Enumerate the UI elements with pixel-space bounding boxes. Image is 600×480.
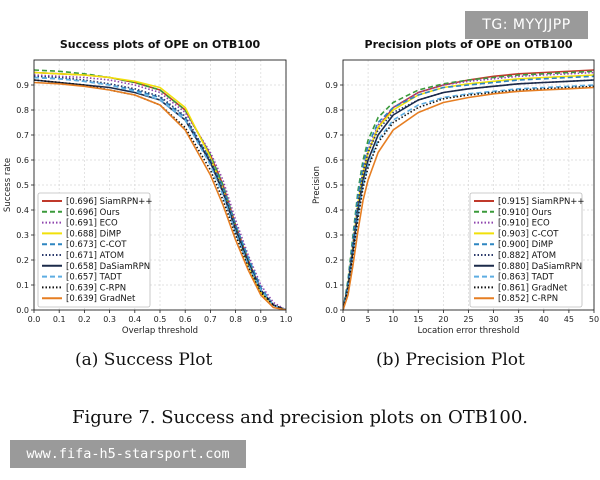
precision-legend-entry-6: [0.880] DaSiamRPN [498,262,582,272]
precision-legend-entry-0: [0.915] SiamRPN++ [498,197,585,207]
precision-series-group [343,69,594,310]
success-series-group [34,69,286,310]
precision-series-line-9 [343,86,594,310]
precision-legend-entry-5: [0.882] ATOM [498,251,556,261]
precision-series-line-7 [343,84,594,310]
precision-xtick-label: 10 [388,315,398,324]
precision-ylabel: Precision [312,166,322,204]
success-legend-entry-4: [0.673] C-COT [66,240,127,250]
success-xtick-label: 0.7 [204,315,217,324]
success-plot: 0.0 0.1 0.2 0.3 0.4 0.5 0.6 0.7 0.8 0.9 1.0 0.0 0.1 0… [3,38,292,336]
success-xtick-label: 0.5 [154,315,167,324]
success-legend-entry-9: [0.639] GradNet [66,294,136,304]
success-legend-entry-1: [0.696] Ours [66,208,120,218]
success-ytick-label: 0.0 [16,306,29,315]
success-series-line-7 [34,76,286,310]
success-xtick-label: 0.0 [28,315,41,324]
precision-ytick-label: 0.7 [325,131,338,140]
success-ytick-label: 0.7 [16,131,29,140]
precision-series-line-8 [343,85,594,310]
precision-series-line-4 [343,75,594,310]
success-series-line-9 [34,81,286,310]
success-xlabel: Overlap threshold [122,326,198,336]
precision-legend-entry-8: [0.861] GradNet [498,283,568,293]
precision-xtick-label: 15 [413,315,423,324]
success-series-line-8 [34,79,286,310]
success-series-line-2 [34,74,286,310]
precision-title: Precision plots of OPE on OTB100 [365,38,573,51]
precision-legend-entry-9: [0.852] C-RPN [498,294,558,304]
caption-success-plot: (a) Success Plot [75,350,213,370]
precision-plot: 0 5 10 15 20 25 30 35 40 45 50 0.0 0.1 0.2 0.3 0.4 0.5 0.… [312,38,599,336]
precision-ytick-label: 0.4 [325,206,338,215]
success-legend-entry-6: [0.658] DaSiamRPN [66,262,150,272]
success-xtick-label: 0.3 [103,315,116,324]
success-legend-entry-5: [0.671] ATOM [66,251,124,261]
precision-legend-entry-2: [0.910] ECO [498,219,550,229]
precision-legend-entry-1: [0.910] Ours [498,208,552,218]
success-legend-entry-2: [0.691] ECO [66,219,118,229]
watermark-tag-bottom: www.fifa-h5-starsport.com [10,440,246,468]
success-legend-entry-3: [0.688] DiMP [66,229,121,239]
precision-xtick-label: 50 [589,315,599,324]
success-ytick-label: 0.9 [16,81,29,90]
precision-ytick-label: 0.0 [325,306,338,315]
precision-xtick-label: 45 [564,315,574,324]
precision-ytick-label: 0.5 [325,181,338,190]
precision-xtick-label: 20 [438,315,448,324]
success-xtick-label: 0.4 [128,315,141,324]
precision-ytick-label: 0.2 [325,256,338,265]
precision-ytick-label: 0.9 [325,81,338,90]
precision-xtick-label: 25 [463,315,473,324]
success-ylabel: Success rate [3,158,13,212]
precision-xtick-label: 0 [340,315,345,324]
precision-legend-box [469,192,583,308]
success-legend-entry-8: [0.639] C-RPN [66,283,126,293]
precision-legend-entry-4: [0.900] DiMP [498,240,553,250]
success-ytick-label: 0.6 [16,156,29,165]
success-ytick-label: 0.3 [16,231,29,240]
success-xtick-label: 0.1 [53,315,66,324]
precision-legend-entry-7: [0.863] TADT [498,273,555,283]
precision-xtick-label: 40 [539,315,549,324]
success-legend: [0.696] SiamRPN++[0.696] Ours[0.691] ECO… [37,192,153,308]
success-title: Success plots of OPE on OTB100 [60,38,261,51]
precision-xlabel: Location error threshold [418,326,520,336]
success-ytick-label: 0.2 [16,256,29,265]
success-xtick-label: 1.0 [280,315,293,324]
precision-ytick-label: 0.3 [325,231,338,240]
success-xtick-label: 0.8 [229,315,242,324]
caption-precision-plot: (b) Precision Plot [376,350,525,370]
success-xtick-label: 0.9 [254,315,267,324]
success-ytick-label: 0.5 [16,181,29,190]
precision-ytick-label: 0.8 [325,106,338,115]
precision-xtick-label: 30 [489,315,499,324]
success-ytick-label: 0.8 [16,106,29,115]
success-legend-box [37,192,151,308]
precision-legend-entry-3: [0.903] C-COT [498,229,559,239]
figure-caption: Figure 7. Success and precision plots on… [71,407,529,428]
success-legend-entry-7: [0.657] TADT [66,273,123,283]
watermark-tag-top: TG: MYYJJPP [465,11,588,39]
precision-xtick-label: 5 [366,315,371,324]
success-ytick-label: 0.1 [16,281,29,290]
success-ytick-label: 0.4 [16,206,29,215]
precision-ytick-label: 0.6 [325,156,338,165]
precision-xtick-label: 35 [514,315,524,324]
success-xtick-label: 0.2 [78,315,91,324]
success-legend-entry-0: [0.696] SiamRPN++ [66,197,153,207]
precision-ytick-label: 0.1 [325,281,338,290]
success-xtick-label: 0.6 [179,315,192,324]
precision-legend: [0.915] SiamRPN++[0.910] Ours[0.910] ECO… [469,192,585,308]
